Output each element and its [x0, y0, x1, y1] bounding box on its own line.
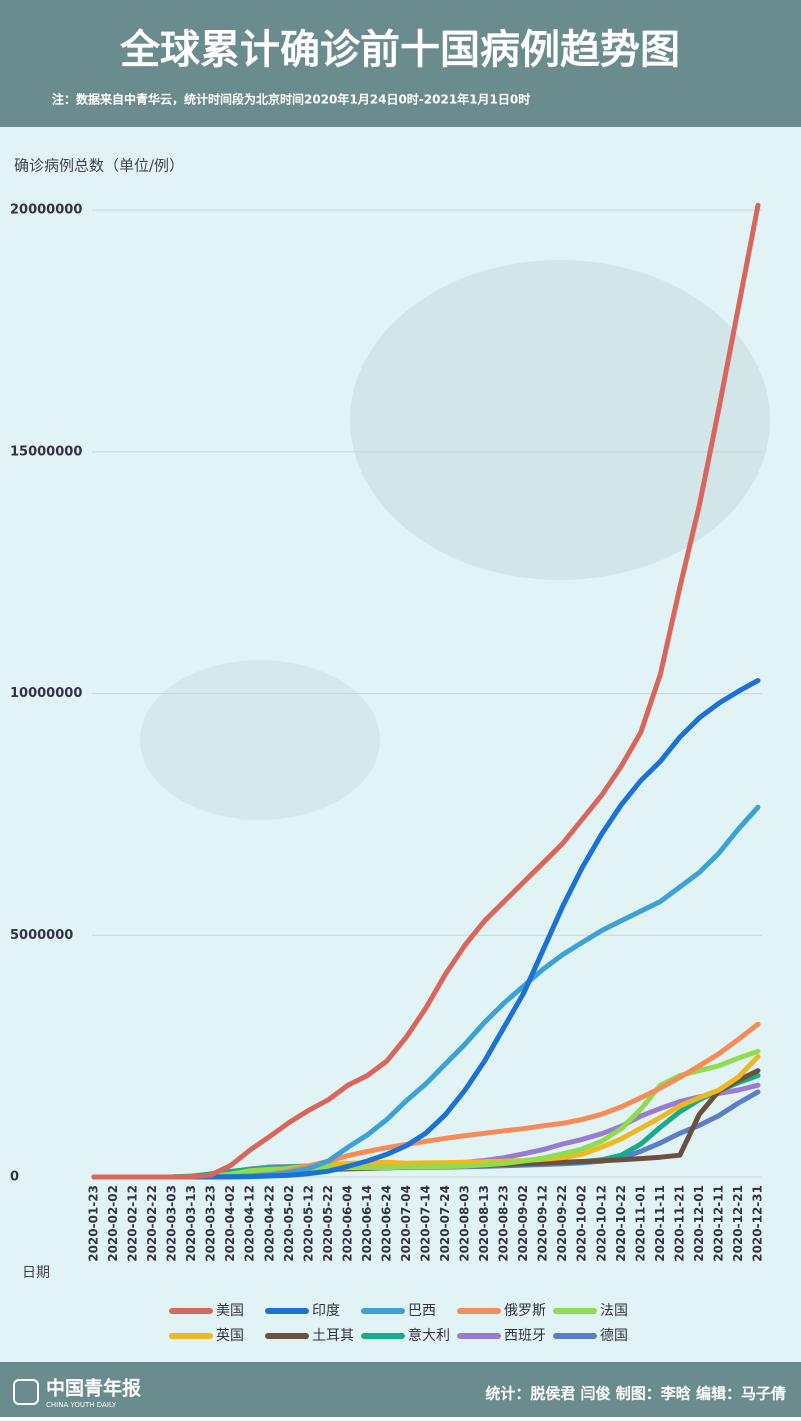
x-tick-label: 2020-05-02: [282, 1185, 296, 1262]
series-line: [91, 202, 761, 1180]
x-tick-label: 2020-09-02: [516, 1185, 530, 1262]
x-tick-label: 2020-11-11: [653, 1185, 667, 1262]
legend-label: 土耳其: [312, 1328, 354, 1344]
footer-logo-en: CHINA YOUTH DAILY: [46, 1401, 117, 1409]
x-tick-label: 2020-10-12: [594, 1185, 608, 1262]
x-tick-label: 2020-07-24: [438, 1185, 452, 1262]
x-tick-label: 2020-04-02: [223, 1185, 237, 1262]
header: [0, 0, 801, 127]
x-tick-label: 2020-04-12: [243, 1185, 257, 1262]
x-tick-label: 2020-09-12: [536, 1185, 550, 1262]
footer-logo: 中国青年报: [46, 1377, 141, 1400]
x-tick-label: 2020-12-01: [692, 1185, 706, 1262]
y-tick-label: 20000000: [10, 203, 82, 218]
chart-subtitle: 注：数据来自中青华云，统计时间段为北京时间2020年1月24日0时-2021年1…: [52, 92, 530, 107]
x-tick-label: 2020-07-14: [419, 1185, 433, 1262]
x-tick-label: 2020-08-03: [458, 1185, 472, 1262]
x-tick-label: 2020-04-22: [262, 1185, 276, 1262]
x-axis-label: 日期: [22, 1265, 50, 1281]
footer: [0, 1362, 801, 1417]
legend-label: 法国: [600, 1303, 628, 1319]
x-tick-label: 2020-08-13: [477, 1185, 491, 1262]
legend-label: 俄罗斯: [504, 1303, 546, 1319]
x-tick-label: 2020-06-24: [379, 1185, 393, 1262]
legend-label: 意大利: [408, 1327, 450, 1344]
legend-label: 西班牙: [504, 1328, 546, 1344]
x-tick-label: 2020-03-23: [204, 1185, 218, 1262]
y-tick-label: 10000000: [10, 686, 82, 701]
logo-icon: [13, 1379, 39, 1405]
legend-label: 美国: [216, 1303, 244, 1319]
x-tick-label: 2020-07-04: [399, 1185, 413, 1262]
legend-label: 印度: [312, 1303, 340, 1319]
x-tick-label: 2020-06-04: [340, 1185, 354, 1262]
x-tick-label: 2020-06-14: [360, 1185, 374, 1262]
map-shape: [350, 260, 770, 580]
x-tick-label: 2020-12-31: [751, 1185, 765, 1262]
y-tick-label: 5000000: [10, 928, 73, 943]
x-tick-label: 2020-02-12: [126, 1185, 140, 1262]
x-tick-label: 2020-09-22: [555, 1185, 569, 1262]
y-tick-label: 15000000: [10, 444, 82, 459]
x-tick-label: 2020-11-01: [633, 1185, 647, 1262]
y-tick-label: 0: [10, 1170, 19, 1185]
legend-label: 巴西: [408, 1303, 436, 1319]
x-tick-label: 2020-05-22: [321, 1185, 335, 1262]
x-tick-label: 2020-05-12: [301, 1185, 315, 1262]
legend-label: 英国: [216, 1327, 244, 1344]
x-tick-label: 2020-01-23: [87, 1185, 101, 1262]
x-tick-label: 2020-03-13: [184, 1185, 198, 1262]
x-tick-label: 2020-11-21: [672, 1185, 686, 1262]
x-tick-label: 2020-10-22: [614, 1185, 628, 1262]
x-tick-label: 2020-10-02: [575, 1185, 589, 1262]
chart-title: 全球累计确诊前十国病例趋势图: [119, 27, 680, 73]
x-tick-label: 2020-12-11: [711, 1185, 725, 1262]
x-tick-label: 2020-03-03: [165, 1185, 179, 1262]
x-tick-label: 2020-12-21: [731, 1185, 745, 1262]
y-axis-label: 确诊病例总数（单位/例）: [14, 157, 184, 175]
footer-credits: 统计：脱侯君 闫俊 制图：李晗 编辑：马子倩: [485, 1385, 786, 1403]
x-tick-label: 2020-08-23: [497, 1185, 511, 1262]
legend-label: 德国: [600, 1328, 628, 1344]
x-tick-label: 2020-02-02: [106, 1185, 120, 1262]
x-tick-label: 2020-02-22: [145, 1185, 159, 1262]
map-shape: [140, 660, 380, 820]
